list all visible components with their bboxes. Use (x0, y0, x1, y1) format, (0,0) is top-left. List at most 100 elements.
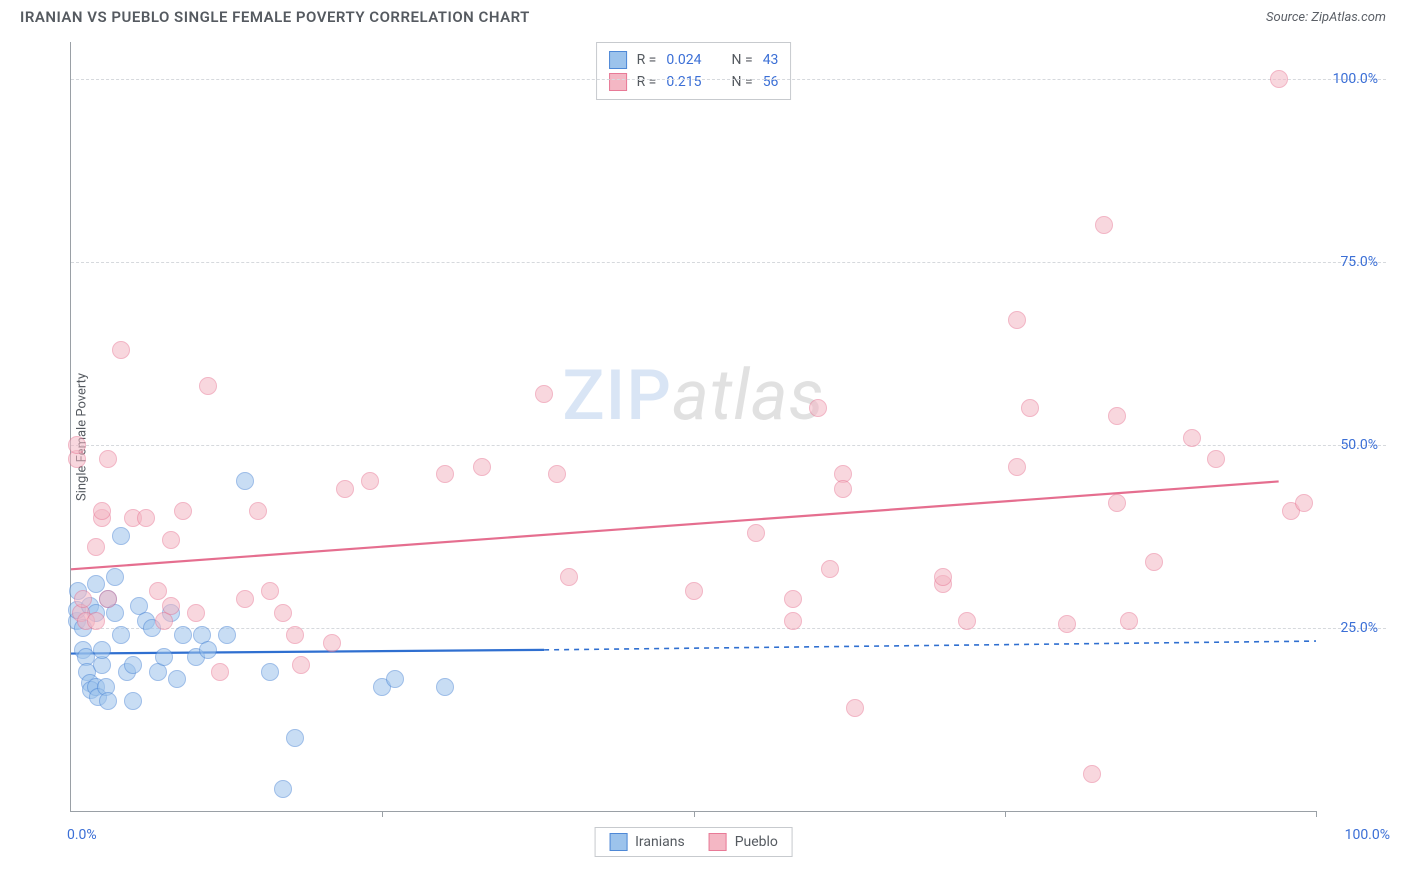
scatter-point (1270, 70, 1288, 88)
scatter-point (99, 590, 117, 608)
scatter-point (162, 531, 180, 549)
scatter-point (218, 626, 236, 644)
stat-n-label: N = (732, 74, 753, 90)
y-tick-label: 25.0% (1340, 620, 1378, 636)
x-tick-mark (1316, 811, 1317, 817)
scatter-point (87, 538, 105, 556)
scatter-point (74, 590, 92, 608)
scatter-point (106, 568, 124, 586)
scatter-point (386, 670, 404, 688)
scatter-point (112, 341, 130, 359)
legend-label: Pueblo (735, 834, 778, 850)
stat-r-label: R = (637, 52, 657, 68)
x-tick-mark (1005, 811, 1006, 817)
scatter-point (274, 604, 292, 622)
series-legend: Iranians Pueblo (594, 827, 793, 857)
scatter-point (535, 385, 553, 403)
chart-header: IRANIAN VS PUEBLO SINGLE FEMALE POVERTY … (0, 0, 1406, 32)
scatter-point (124, 656, 142, 674)
scatter-point (1095, 216, 1113, 234)
scatter-point (846, 699, 864, 717)
trend-lines-svg (71, 42, 1316, 811)
scatter-point (137, 509, 155, 527)
series-swatch (609, 73, 627, 91)
x-axis-max-label: 100.0% (1345, 827, 1390, 843)
stats-row: R =0.215N =56 (609, 71, 779, 93)
scatter-point (784, 612, 802, 630)
scatter-point (1008, 458, 1026, 476)
scatter-point (286, 626, 304, 644)
scatter-point (934, 568, 952, 586)
scatter-point (821, 560, 839, 578)
stats-row: R =0.024N =43 (609, 49, 779, 71)
scatter-point (286, 729, 304, 747)
scatter-point (1145, 553, 1163, 571)
scatter-point (261, 582, 279, 600)
scatter-point (162, 597, 180, 615)
stat-n-value: 56 (763, 74, 779, 90)
scatter-point (124, 692, 142, 710)
scatter-point (323, 634, 341, 652)
scatter-point (68, 436, 86, 454)
x-tick-mark (382, 811, 383, 817)
scatter-point (1108, 407, 1126, 425)
scatter-point (99, 450, 117, 468)
scatter-point (87, 612, 105, 630)
correlation-stats-box: R =0.024N =43R =0.215N =56 (596, 42, 792, 100)
scatter-point (1083, 765, 1101, 783)
stat-r-label: R = (637, 74, 657, 90)
scatter-point (211, 663, 229, 681)
watermark: ZIPatlas (562, 355, 824, 437)
scatter-point (93, 502, 111, 520)
scatter-point (93, 641, 111, 659)
scatter-point (261, 663, 279, 681)
trendline (71, 481, 1279, 569)
y-tick-label: 75.0% (1340, 254, 1378, 270)
scatter-point (1207, 450, 1225, 468)
series-swatch (609, 51, 627, 69)
scatter-point (199, 377, 217, 395)
watermark-zip: ZIP (562, 355, 672, 437)
scatter-point (112, 527, 130, 545)
scatter-point (560, 568, 578, 586)
y-tick-label: 100.0% (1333, 71, 1378, 87)
scatter-point (112, 626, 130, 644)
x-axis-min-label: 0.0% (67, 827, 97, 843)
trendline (71, 650, 544, 654)
scatter-point (436, 678, 454, 696)
legend-item: Iranians (609, 833, 685, 851)
legend-label: Iranians (635, 834, 685, 850)
plot-container: Single Female Poverty ZIPatlas R =0.024N… (48, 42, 1386, 832)
scatter-point (1008, 311, 1026, 329)
scatter-point (336, 480, 354, 498)
stat-n-value: 43 (763, 52, 779, 68)
gridline-horizontal (71, 79, 1386, 80)
scatter-point (187, 604, 205, 622)
scatter-point (1108, 494, 1126, 512)
scatter-point (174, 626, 192, 644)
trendline-extrapolated (544, 641, 1316, 650)
legend-swatch (709, 833, 727, 851)
gridline-horizontal (71, 262, 1386, 263)
scatter-point (784, 590, 802, 608)
scatter-point (1183, 429, 1201, 447)
scatter-point (809, 399, 827, 417)
scatter-point (236, 472, 254, 490)
y-tick-label: 50.0% (1340, 437, 1378, 453)
scatter-point (834, 480, 852, 498)
chart-title: IRANIAN VS PUEBLO SINGLE FEMALE POVERTY … (20, 8, 530, 26)
legend-item: Pueblo (709, 833, 778, 851)
scatter-point (274, 780, 292, 798)
scatter-point (473, 458, 491, 476)
legend-swatch (609, 833, 627, 851)
scatter-point (99, 692, 117, 710)
scatter-point (236, 590, 254, 608)
scatter-point (1120, 612, 1138, 630)
scatter-point (548, 465, 566, 483)
scatter-point (1021, 399, 1039, 417)
scatter-point (168, 670, 186, 688)
stat-n-label: N = (732, 52, 753, 68)
scatter-point (249, 502, 267, 520)
scatter-point (292, 656, 310, 674)
scatter-point (155, 648, 173, 666)
